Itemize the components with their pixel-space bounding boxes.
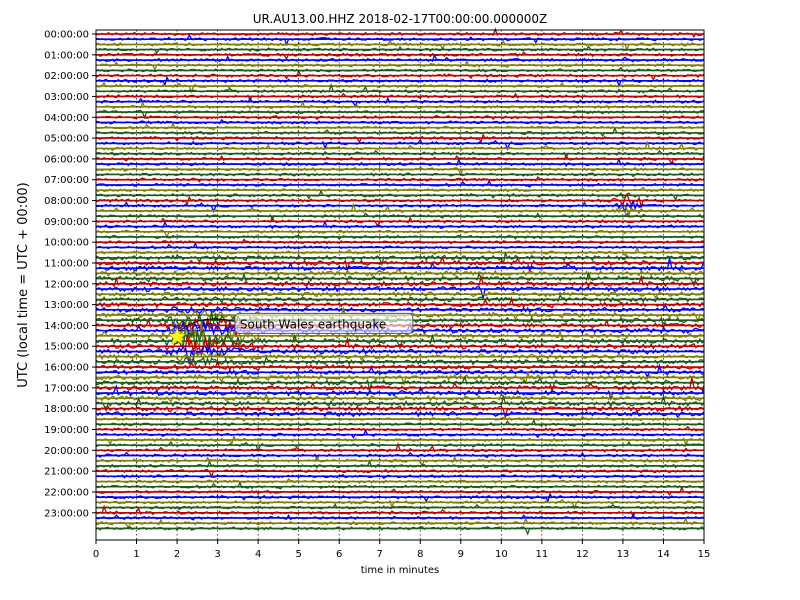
trace-line [95,304,705,315]
y-tick-label: 21:00:00 [44,467,89,478]
y-tick-label: 00:00:00 [44,30,89,41]
y-tick-label: 23:00:00 [44,508,89,519]
trace-line [95,405,705,418]
trace-line [95,157,705,168]
y-tick-label: 08:00:00 [44,196,89,207]
y-tick-label: 14:00:00 [44,321,89,332]
y-axis-label: UTC (local time = UTC + 00:00) [16,182,31,387]
x-tick-label: 11 [535,549,548,560]
earthquake-star-marker [167,327,187,345]
y-tick-layer: 00:00:00 01:00:00 02:00:00 03:00:00 04:00:00… [44,30,96,519]
x-tick-label: 12 [576,549,589,560]
x-axis-label: time in minutes [361,565,440,576]
x-tick-layer: 0 1 2 3 4 5 6 7 8 9 10 11 12 13 14 15 [93,540,711,560]
y-tick-label: 16:00:00 [44,363,89,374]
x-tick-label: 0 [93,549,99,560]
y-tick-label: 20:00:00 [44,446,89,457]
plot-frame [95,29,705,541]
x-tick-label: 10 [495,549,508,560]
trace-line [95,328,705,351]
y-tick-label: 07:00:00 [44,175,89,186]
x-tick-label: 1 [133,549,139,560]
y-tick-label: 03:00:00 [44,92,89,103]
y-tick-label: 22:00:00 [44,487,89,498]
x-tick-label: 6 [336,549,342,560]
y-tick-label: 04:00:00 [44,113,89,124]
x-tick-label: 3 [214,549,220,560]
x-tick-label: 2 [174,549,180,560]
x-tick-label: 5 [295,549,301,560]
trace-line [95,358,705,372]
y-tick-label: 05:00:00 [44,134,89,145]
annotation-box [234,312,414,334]
trace-line [95,179,705,188]
trace-line [95,241,704,251]
y-tick-label: 12:00:00 [44,279,89,290]
y-tick-label: 19:00:00 [44,425,89,436]
trace-layer [95,27,705,536]
y-tick-label: 06:00:00 [44,154,89,165]
trace-line [95,220,704,230]
trace-line [95,459,705,469]
trace-line [95,418,705,428]
grid-layer [136,30,664,540]
trace-line [95,100,705,110]
x-tick-label: 14 [657,549,670,560]
x-tick-label: 13 [617,549,630,560]
x-tick-label: 4 [255,549,261,560]
annotation-arrow [179,318,239,332]
x-tick-label: 9 [458,549,464,560]
chart-title: UR.AU13.00.HHZ 2018-02-17T00:00:00.00000… [253,12,548,26]
y-tick-label: 17:00:00 [44,383,89,394]
event-layer: South Wales earthquake [167,312,414,345]
y-tick-label: 01:00:00 [44,50,89,61]
y-tick-label: 02:00:00 [44,71,89,82]
annotation-label: South Wales earthquake [240,317,386,331]
trace-line [96,200,705,215]
y-tick-label: 11:00:00 [44,258,89,269]
y-tick-label: 15:00:00 [44,342,89,353]
y-tick-label: 09:00:00 [44,217,89,228]
y-tick-label: 10:00:00 [44,238,89,249]
trace-line [95,138,704,151]
x-tick-label: 7 [377,549,383,560]
trace-line [95,375,705,392]
trace-line [95,122,705,131]
trace-line [95,320,704,349]
y-tick-label: 13:00:00 [44,300,89,311]
y-tick-label: 18:00:00 [44,404,89,415]
trace-line [95,481,705,490]
x-tick-label: 15 [698,549,711,560]
x-tick-label: 8 [417,549,423,560]
